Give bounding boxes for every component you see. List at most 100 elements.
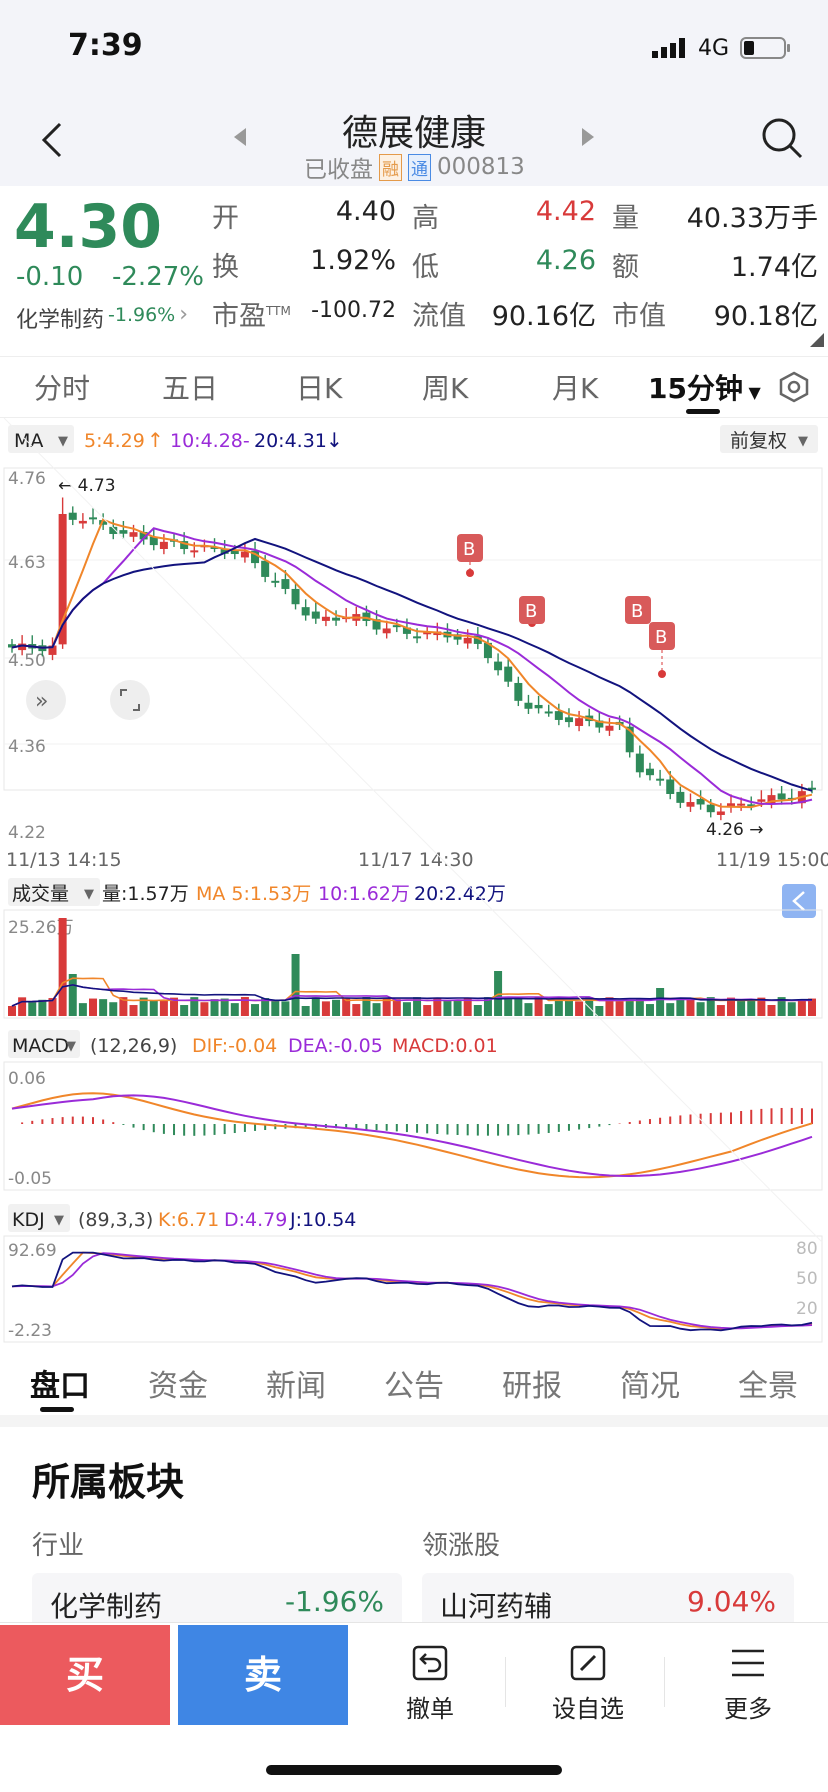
candle-body [190, 550, 199, 553]
volume-bar [342, 998, 351, 1016]
volume-dropdown[interactable] [8, 878, 100, 906]
market-cap-label: 市值 [612, 301, 666, 332]
volume-bar [251, 1004, 260, 1016]
search-icon[interactable] [760, 116, 804, 164]
buy-button[interactable]: 买 [0, 1625, 170, 1725]
volume-value: 40.33万手 [686, 203, 818, 234]
fullscreen-icon [120, 689, 140, 711]
volume-bar [149, 1000, 158, 1016]
tab-funds[interactable]: 资金 [148, 1369, 208, 1404]
tab-weekly-k[interactable]: 周K [422, 372, 469, 405]
tab-order-book[interactable]: 盘口 [30, 1369, 90, 1404]
volume-panel-frame [3, 909, 823, 1019]
toolbar-divider [664, 1657, 665, 1707]
connect-badge: 通 [408, 153, 431, 181]
adjust-dropdown[interactable] [720, 425, 818, 453]
d-line [11, 1252, 813, 1330]
macd-value: MACD:0.01 [392, 1035, 498, 1057]
volume-bar [129, 1005, 138, 1016]
signal-icon [652, 38, 688, 62]
last-price: 4.30 [14, 192, 163, 262]
kdj-level-80: 80 [796, 1239, 818, 1259]
prev-stock-icon[interactable] [232, 126, 248, 152]
volume-bar [747, 1000, 756, 1016]
tab-overview[interactable]: 全景 [738, 1369, 798, 1404]
kline-chart-area[interactable]: MA ▼ 5:4.29 ↑ 10:4.28- 20:4.31 ↓ 前复权 ▼ 4… [0, 417, 828, 1344]
candle-body [483, 642, 492, 659]
tab-research[interactable]: 研报 [502, 1369, 562, 1404]
tab-five-day[interactable]: 五日 [162, 372, 219, 405]
expand-corner-icon[interactable] [810, 332, 824, 351]
more-button[interactable]: 更多 [688, 1643, 808, 1724]
volume-bar [78, 1003, 87, 1016]
volume-bar [726, 997, 735, 1016]
candle-body [645, 768, 654, 776]
price-axis-v1: 4.63 [8, 553, 46, 573]
ma-label: MA [14, 430, 43, 452]
sector-name: 化学制药 [16, 308, 105, 333]
volume-bar [402, 1002, 411, 1016]
candle-body [747, 804, 756, 807]
adjust-label: 前复权 [730, 430, 787, 452]
candle-body [534, 704, 543, 709]
volume-bar [635, 998, 644, 1016]
amount-value: 1.74亿 [730, 252, 818, 283]
next-stock-icon[interactable] [580, 126, 596, 152]
volume-bar [504, 999, 513, 1016]
candle-body [726, 803, 735, 808]
volume-ma5: MA 5:1.53万 [196, 883, 311, 905]
candle-body [291, 588, 300, 605]
volume-bar [180, 1005, 189, 1016]
buy-marker-dot [466, 569, 474, 577]
undo-icon [412, 1645, 448, 1681]
section-title: 所属板块 [32, 1460, 185, 1504]
cancel-order-button[interactable]: 撤单 [370, 1643, 490, 1724]
fullscreen-button[interactable] [110, 680, 150, 720]
volume-bar [615, 1001, 624, 1016]
kdj-dropdown[interactable] [8, 1204, 70, 1232]
volume-bar [656, 988, 665, 1016]
collapse-panel-button[interactable] [782, 884, 816, 918]
macd-histogram [21, 1107, 813, 1136]
expand-left-button[interactable] [26, 680, 66, 720]
volume-bar [271, 999, 280, 1016]
volume-bar [352, 1004, 361, 1016]
candle-body [139, 531, 148, 540]
tab-daily-k[interactable]: 日K [296, 372, 343, 405]
add-watchlist-button[interactable]: 设自选 [528, 1643, 648, 1724]
volume-bar [767, 1005, 776, 1016]
candle-body [210, 546, 219, 549]
price-axis-max: 4.76 [8, 469, 46, 489]
volume-bar [159, 1000, 168, 1016]
tab-news[interactable]: 新闻 [266, 1369, 326, 1404]
settings-hexagon-icon[interactable] [778, 371, 810, 407]
candle-body [18, 643, 27, 651]
macd-dropdown[interactable] [8, 1030, 80, 1058]
sell-button[interactable]: 卖 [178, 1625, 348, 1725]
tab-15min[interactable]: 15分钟 ▼ [648, 372, 761, 405]
volume-bar [291, 954, 300, 1016]
buy-marker-badge [519, 596, 545, 624]
tab-monthly-k[interactable]: 月K [552, 372, 599, 405]
back-icon[interactable] [38, 120, 64, 164]
volume-ma20-line [11, 984, 812, 1007]
candle-body [58, 513, 67, 645]
volume-bar [585, 997, 594, 1016]
high-label: 高 [412, 203, 439, 234]
tab-announcements[interactable]: 公告 [384, 1369, 444, 1404]
ma-dropdown[interactable] [8, 425, 74, 453]
battery-icon [740, 36, 792, 64]
tab-intraday[interactable]: 分时 [34, 372, 91, 405]
edit-icon [570, 1645, 606, 1681]
candle-body [504, 666, 513, 682]
candle-body [716, 811, 725, 815]
macd-params: (12,26,9) [90, 1035, 177, 1057]
tab-profile[interactable]: 简况 [620, 1369, 680, 1404]
volume-bar [706, 997, 715, 1016]
sector-link[interactable]: 化学制药 -1.96% › [16, 302, 188, 334]
amount-label: 额 [612, 252, 639, 283]
high-annotation: ← 4.73 [58, 476, 116, 496]
kdj-params: (89,3,3) [78, 1209, 153, 1231]
chevron-down-icon: ▼ [66, 1039, 76, 1054]
add-watchlist-label: 设自选 [552, 1695, 624, 1723]
